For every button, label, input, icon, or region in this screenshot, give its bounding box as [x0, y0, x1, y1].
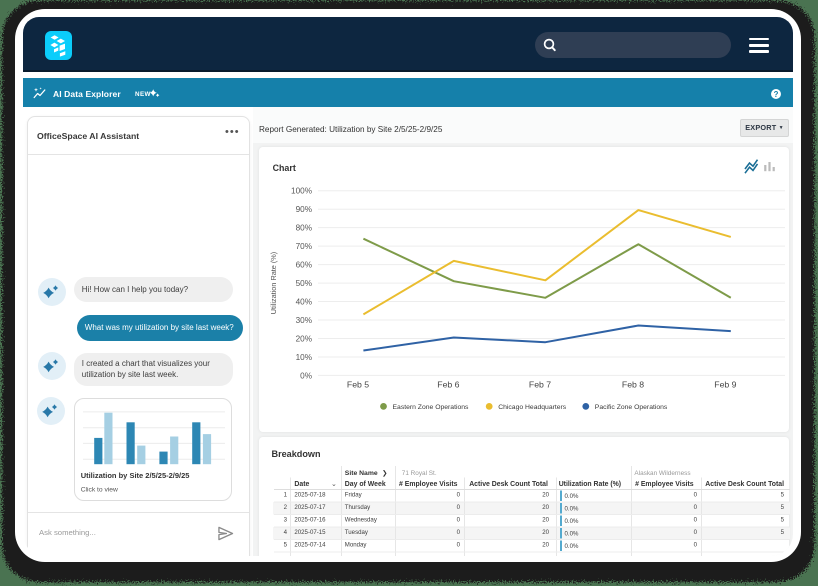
svg-text:Feb 9: Feb 9 — [714, 380, 736, 390]
svg-text:Feb 7: Feb 7 — [529, 380, 551, 390]
svg-text:Eastern Zone Operations: Eastern Zone Operations — [392, 404, 469, 411]
svg-text:Pacific Zone Operations: Pacific Zone Operations — [594, 404, 667, 411]
svg-text:# Employee Visits: # Employee Visits — [635, 481, 694, 488]
svg-text:0: 0 — [693, 504, 697, 511]
svg-text:?: ? — [774, 90, 779, 99]
svg-text:40%: 40% — [295, 297, 311, 306]
svg-text:0: 0 — [693, 517, 697, 524]
svg-text:❯: ❯ — [382, 469, 387, 477]
svg-text:Chicago Headquarters: Chicago Headquarters — [498, 404, 567, 411]
svg-text:0: 0 — [456, 492, 460, 499]
svg-text:0.0%: 0.0% — [564, 518, 578, 525]
svg-text:5: 5 — [283, 542, 287, 549]
svg-text:Date: Date — [294, 481, 309, 488]
svg-text:100%: 100% — [291, 187, 312, 196]
svg-text:⌄: ⌄ — [331, 481, 337, 488]
svg-text:5: 5 — [780, 529, 784, 536]
svg-text:5: 5 — [780, 492, 784, 499]
svg-text:# Employee Visits: # Employee Visits — [399, 481, 458, 488]
svg-text:Utilization by Site 2/5/25-2/9: Utilization by Site 2/5/25-2/9/25 — [81, 471, 190, 480]
svg-text:Feb 6: Feb 6 — [437, 380, 459, 390]
svg-text:Wednesday: Wednesday — [344, 517, 377, 524]
svg-text:Alaskan Wilderness: Alaskan Wilderness — [634, 470, 690, 477]
svg-text:4: 4 — [283, 529, 287, 536]
svg-text:5: 5 — [780, 517, 784, 524]
svg-text:0: 0 — [693, 542, 697, 549]
svg-text:20: 20 — [542, 529, 549, 536]
svg-text:20: 20 — [542, 542, 549, 549]
svg-text:60%: 60% — [295, 261, 311, 270]
svg-text:0.0%: 0.0% — [564, 506, 578, 513]
svg-text:Active Desk Count Total: Active Desk Count Total — [469, 481, 548, 488]
svg-text:50%: 50% — [295, 279, 311, 288]
svg-text:Utilization Rate (%): Utilization Rate (%) — [558, 481, 620, 488]
svg-text:20%: 20% — [295, 334, 311, 343]
svg-text:10%: 10% — [295, 353, 311, 362]
svg-text:20: 20 — [542, 504, 549, 511]
svg-text:80%: 80% — [295, 224, 311, 233]
svg-text:Click to view: Click to view — [81, 487, 118, 494]
svg-text:Day of Week: Day of Week — [344, 481, 385, 488]
svg-text:0: 0 — [693, 492, 697, 499]
svg-text:1: 1 — [283, 492, 287, 499]
svg-text:0%: 0% — [300, 371, 312, 380]
svg-text:Friday: Friday — [344, 492, 362, 499]
svg-text:2025-07-17: 2025-07-17 — [294, 504, 326, 511]
svg-text:Active Desk Count Total: Active Desk Count Total — [705, 481, 784, 488]
svg-text:0: 0 — [456, 542, 460, 549]
svg-text:Tuesday: Tuesday — [344, 529, 368, 536]
svg-text:20: 20 — [542, 517, 549, 524]
svg-text:0: 0 — [456, 504, 460, 511]
svg-text:90%: 90% — [295, 205, 311, 214]
svg-text:Feb 5: Feb 5 — [347, 380, 369, 390]
svg-text:2025-07-15: 2025-07-15 — [294, 529, 326, 536]
svg-text:3: 3 — [283, 517, 287, 524]
svg-text:5: 5 — [780, 504, 784, 511]
svg-text:0: 0 — [456, 529, 460, 536]
svg-text:Monday: Monday — [344, 542, 367, 549]
svg-text:2025-07-18: 2025-07-18 — [294, 492, 326, 499]
svg-text:0: 0 — [456, 517, 460, 524]
svg-text:2025-07-14: 2025-07-14 — [294, 542, 326, 549]
svg-text:Breakdown: Breakdown — [271, 449, 320, 459]
svg-text:71 Royal St.: 71 Royal St. — [401, 470, 436, 477]
svg-text:20: 20 — [542, 492, 549, 499]
svg-text:70%: 70% — [295, 242, 311, 251]
svg-text:0: 0 — [693, 529, 697, 536]
svg-text:2025-07-16: 2025-07-16 — [294, 517, 326, 524]
svg-text:0.0%: 0.0% — [564, 543, 578, 550]
svg-text:Thursday: Thursday — [344, 504, 370, 511]
svg-text:Utilization Rate (%): Utilization Rate (%) — [269, 252, 278, 314]
svg-text:0.0%: 0.0% — [564, 531, 578, 538]
svg-text:0.0%: 0.0% — [564, 493, 578, 500]
svg-text:30%: 30% — [295, 316, 311, 325]
svg-text:Feb 8: Feb 8 — [622, 380, 644, 390]
svg-text:2: 2 — [283, 504, 287, 511]
svg-text:Site Name: Site Name — [344, 470, 377, 477]
